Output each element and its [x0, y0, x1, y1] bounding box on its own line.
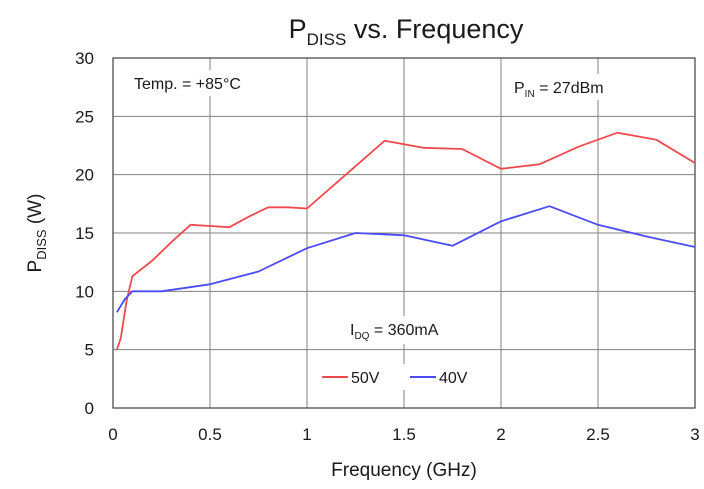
pin-annotation-bg [508, 74, 640, 100]
legend: 50V 40V [316, 364, 494, 390]
x-tick-label: 2.5 [586, 425, 610, 444]
plot-frame [112, 57, 696, 409]
series-line-40v [116, 205, 696, 313]
temp-annotation-bg [128, 70, 278, 96]
y-axis-label: PDISS (W) [25, 194, 49, 273]
pin-main: P [514, 80, 525, 97]
y-tick-label: 20 [75, 166, 94, 185]
y-tick-label: 25 [75, 107, 94, 126]
y-tick-label: 0 [85, 399, 94, 418]
y-axis-label-main: P [25, 260, 46, 273]
y-axis-label-rest: (W) [25, 194, 46, 230]
chart-title: PDISS vs. Frequency [289, 14, 524, 49]
y-tick-label: 30 [75, 49, 94, 68]
x-tick-label: 0.5 [198, 425, 222, 444]
x-axis-label: Frequency (GHz) [331, 460, 477, 481]
idq-annotation: IDQ = 360mA [350, 322, 439, 342]
legend-label-50v: 50V [351, 370, 380, 387]
title-rest: vs. Frequency [346, 14, 524, 44]
series-group [116, 131, 696, 350]
temp-annotation: Temp. = +85°C [134, 76, 241, 93]
series-line-50v [116, 131, 696, 350]
pin-rest: = 27dBm [535, 80, 604, 97]
y-tick-label: 10 [75, 282, 94, 301]
x-tick-label: 1 [302, 425, 311, 444]
y-axis-label-subscript: DISS [34, 229, 49, 260]
idq-annotation-bg [344, 316, 484, 344]
y-tick-label: 15 [75, 224, 94, 243]
x-tick-label: 0 [108, 425, 117, 444]
idq-subscript: DQ [354, 331, 369, 342]
grid [113, 58, 695, 408]
x-tick-label: 2 [496, 425, 505, 444]
title-subscript: DISS [307, 30, 347, 49]
legend-label-40v: 40V [439, 370, 468, 387]
x-tick-label: 3 [690, 425, 699, 444]
idq-main: I [350, 322, 354, 339]
pin-subscript: IN [525, 89, 535, 100]
x-tick-label: 1.5 [392, 425, 416, 444]
title-main: P [289, 14, 307, 44]
y-tick-label: 5 [85, 341, 94, 360]
y-tick-labels: 0 5 10 15 20 25 30 [75, 49, 94, 418]
pin-annotation: PIN = 27dBm [514, 80, 604, 100]
x-tick-labels: 0 0.5 1 1.5 2 2.5 3 [108, 425, 699, 444]
idq-rest: = 360mA [369, 322, 438, 339]
